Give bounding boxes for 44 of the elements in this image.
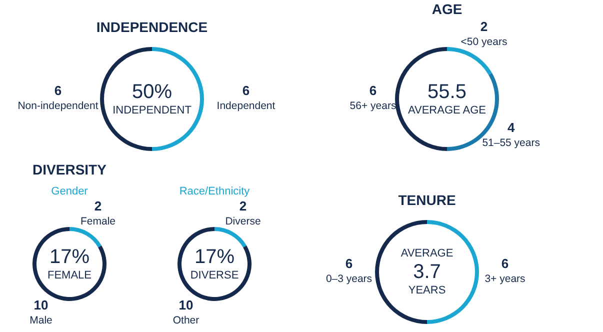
text: YEARS — [408, 284, 446, 296]
text: AVERAGE — [400, 248, 454, 260]
slice-label: Independent — [216, 100, 276, 112]
text: FEMALE — [47, 270, 92, 282]
data-label: 6 — [369, 83, 377, 98]
text: INDEPENDENT — [112, 104, 192, 116]
text: 3.7 — [413, 261, 441, 283]
data-label: 2 — [239, 198, 247, 214]
chart-title: AGE — [432, 0, 462, 17]
text: DIVERSE — [190, 270, 239, 282]
slice-label: Non-independent — [18, 100, 98, 112]
slice-label: Diverse — [225, 216, 261, 228]
data-label: 6 — [54, 83, 62, 98]
donut-slice — [32, 227, 106, 301]
slice-label: <50 years — [460, 36, 508, 48]
donut-slice — [447, 47, 492, 75]
text: AVERAGE AGE — [408, 104, 486, 116]
slice-label: Other — [172, 314, 200, 326]
slice-label: 56+ years — [350, 100, 396, 112]
donut-slice — [214, 227, 247, 248]
data-label: 2 — [94, 198, 102, 214]
data-label: 6 — [501, 256, 509, 271]
text: 50% — [132, 81, 172, 103]
chart-title: INDEPENDENCE — [96, 19, 208, 35]
data-label: 10 — [34, 297, 48, 312]
data-label: 6 — [242, 83, 250, 98]
slice-label: 51–55 years — [482, 137, 540, 149]
text: 17% — [194, 246, 235, 268]
data-label: 2 — [480, 18, 488, 34]
text: 17% — [49, 246, 90, 268]
chart-subtitle: Gender — [51, 186, 88, 198]
slice-label: 3+ years — [484, 273, 526, 285]
donut-slice — [178, 227, 252, 301]
chart-title: TENURE — [398, 192, 456, 208]
text: 55.5 — [428, 81, 466, 103]
data-label: 4 — [507, 120, 516, 135]
donut-slice — [70, 227, 102, 248]
data-label: 6 — [345, 256, 353, 271]
slice-label: Female — [80, 216, 116, 228]
chart-subtitle: Race/Ethnicity — [179, 186, 250, 198]
data-label: 10 — [178, 297, 194, 312]
slice-label: Male — [30, 314, 53, 326]
slice-label: 0–3 years — [326, 273, 372, 285]
chart-title: DIVERSITY — [32, 162, 108, 178]
